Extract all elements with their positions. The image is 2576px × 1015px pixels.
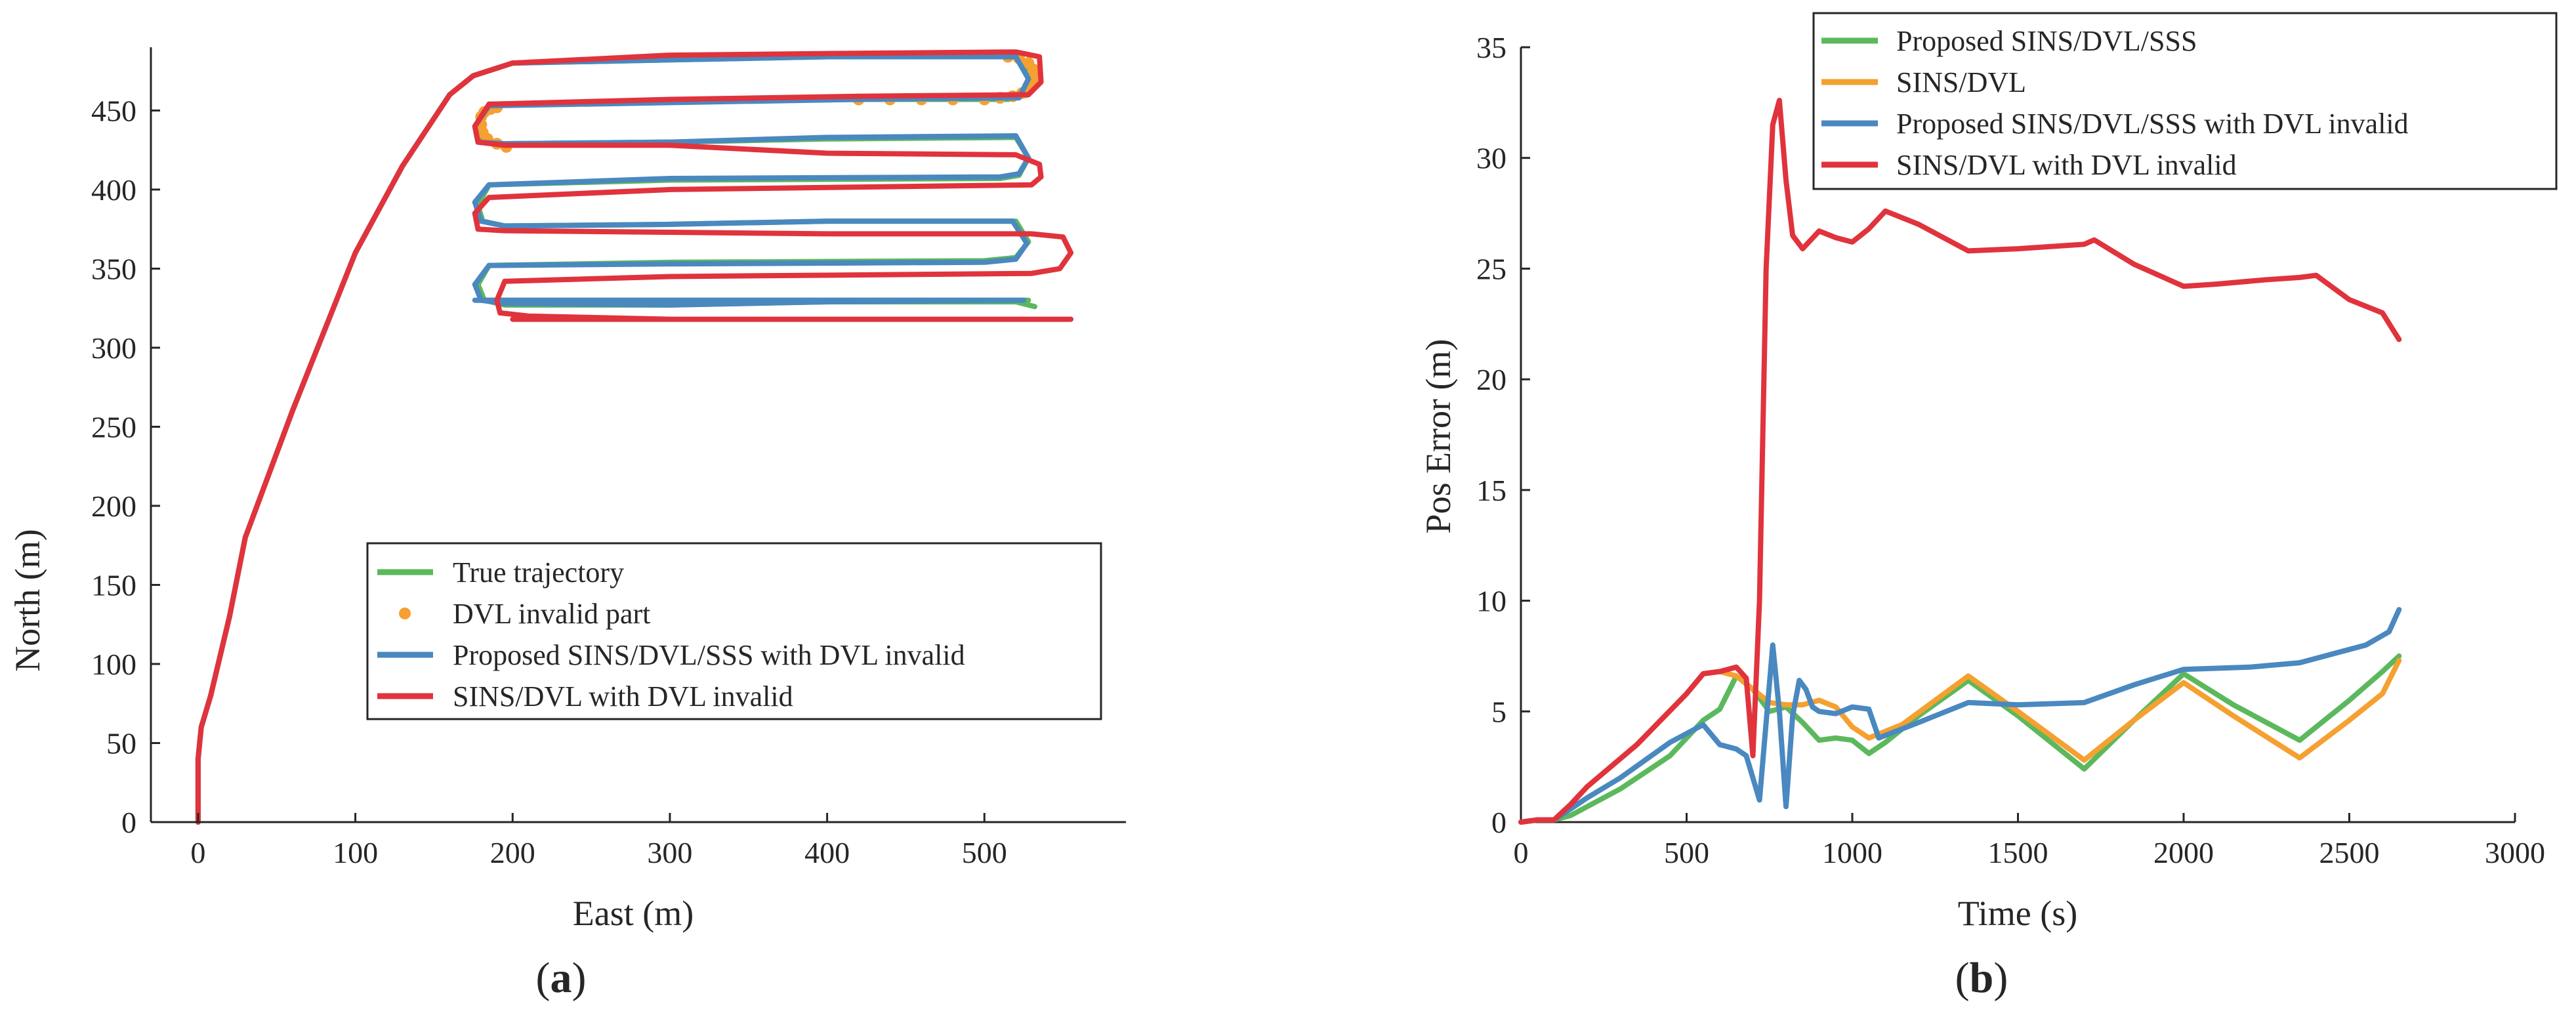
chart-a-trajectory: North (m) East (m) (a) True trajectory D… xyxy=(8,47,1126,1002)
chart-b-ytick-label: 5 xyxy=(1491,695,1506,728)
legend-b-sins-dvl-with-dvl-invalid: SINS/DVL with DVL invalid xyxy=(1896,149,2237,181)
chart-a-ytick-label: 0 xyxy=(121,806,136,839)
chart-b-legend: Proposed SINS/DVL/SSS SINS/DVL Proposed SI… xyxy=(1812,12,2558,190)
chart-a-xlabel: East (m) xyxy=(573,894,694,933)
chart-b-legend-box xyxy=(1812,12,2558,190)
chart-a-ytick-label: 350 xyxy=(91,252,136,285)
chart-a-xtick-label: 200 xyxy=(490,836,535,869)
chart-b-position-error: Pos Error (m) Time (s) (b) 0 500 1000 1500 2… xyxy=(1419,12,2558,1002)
chart-a-series-sins-dvl-with-dvl-invalid-line xyxy=(195,49,1074,825)
panel-b-label: (b) xyxy=(1955,954,2008,1002)
chart-b-series-proposed-sins-dvl-sss-with-dvl-invalid-line xyxy=(1518,607,2402,825)
chart-b-series-sins-dvl-with-dvl-invalid-line xyxy=(1518,98,2402,825)
legend-a-proposed-invalid: Proposed SINS/DVL/SSS with DVL invalid xyxy=(453,639,965,671)
legend-b-sins-dvl: SINS/DVL xyxy=(1896,66,2026,98)
chart-a-xtick-label: 300 xyxy=(647,836,692,869)
legend-a-dvl-invalid: DVL invalid part xyxy=(453,598,650,630)
chart-a-legend: True trajectory DVL invalid part Propose… xyxy=(366,542,1102,720)
chart-a-xtick-label: 400 xyxy=(804,836,850,869)
chart-b-ytick-label: 35 xyxy=(1476,31,1506,64)
chart-a-series-dvl-invalid-part-point xyxy=(1022,57,1035,70)
chart-b-series-group xyxy=(1518,98,2402,825)
chart-a-ytick-label: 200 xyxy=(91,489,136,523)
chart-a-ytick-label: 300 xyxy=(91,331,136,365)
chart-b-ytick-label: 15 xyxy=(1476,474,1506,507)
chart-b-xtick-label: 0 xyxy=(1514,836,1529,869)
chart-a-xtick-label: 500 xyxy=(962,836,1007,869)
chart-a-ytick-label: 400 xyxy=(91,173,136,207)
chart-b-ylabel: Pos Error (m) xyxy=(1419,339,1458,534)
chart-b-series-proposed-sins-dvl-sss-line xyxy=(1518,653,2402,825)
chart-b-xlabel: Time (s) xyxy=(1958,894,2078,933)
legend-a-sins-dvl-invalid: SINS/DVL with DVL invalid xyxy=(453,680,793,713)
chart-b-ytick-label: 10 xyxy=(1476,585,1506,618)
chart-b-xtick-label: 2000 xyxy=(2153,836,2214,869)
chart-b-ytick-label: 25 xyxy=(1476,252,1506,285)
chart-a-series-group xyxy=(195,49,1074,825)
legend-b-proposed-sins-dvl-sss: Proposed SINS/DVL/SSS xyxy=(1896,25,2197,57)
chart-b-xtick-label: 1000 xyxy=(1822,836,1882,869)
chart-a-ytick-label: 50 xyxy=(106,726,136,760)
chart-b-ytick-label: 0 xyxy=(1491,806,1506,839)
chart-a-xtick-label: 100 xyxy=(333,836,378,869)
legend-b-proposed-sins-dvl-sss-with-dvl-invalid: Proposed SINS/DVL/SSS with DVL invalid xyxy=(1896,108,2409,140)
chart-a-ytick-label: 100 xyxy=(91,648,136,681)
panel-a-label: (a) xyxy=(536,954,587,1002)
chart-b-ytick-label: 30 xyxy=(1476,142,1506,175)
chart-a-ylabel: North (m) xyxy=(8,529,47,671)
chart-a-legend-box xyxy=(366,542,1102,720)
chart-b-xtick-label: 3000 xyxy=(2485,836,2545,869)
chart-b-xtick-label: 2500 xyxy=(2319,836,2380,869)
chart-b-ytick-label: 20 xyxy=(1476,363,1506,396)
legend-a-true-trajectory: True trajectory xyxy=(453,556,624,589)
chart-a-xtick-label: 0 xyxy=(190,836,205,869)
chart-a-ytick-label: 250 xyxy=(91,410,136,444)
chart-a-ytick-label: 450 xyxy=(91,94,136,127)
legend-a-dvl-invalid-swatch xyxy=(399,608,411,619)
chart-a-ytick-label: 150 xyxy=(91,568,136,602)
chart-b-xtick-label: 1500 xyxy=(1988,836,2048,869)
chart-b-xtick-label: 500 xyxy=(1664,836,1709,869)
